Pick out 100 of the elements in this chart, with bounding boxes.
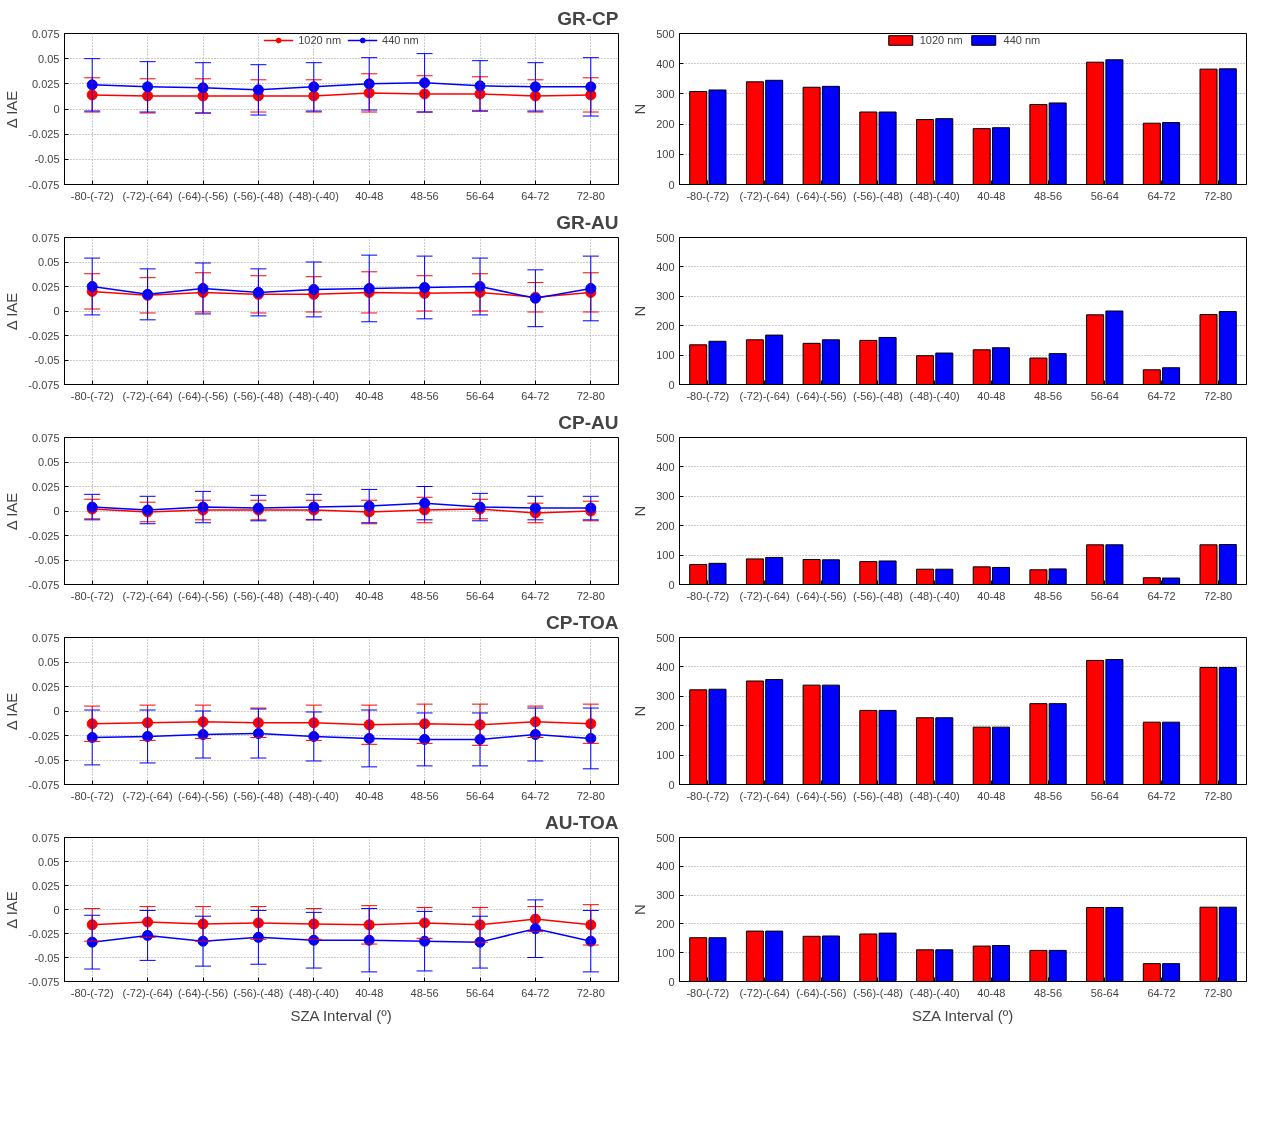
x-tick-label: 48-56 [410, 789, 439, 802]
x-tick-label: (-56)-(-48) [233, 389, 284, 402]
x-tick-label: 64-72 [1147, 986, 1176, 999]
x-tick-label: (-72)-(-64) [122, 389, 173, 402]
y-tick-label: 200 [656, 319, 675, 332]
y-tick-label: 0.075 [31, 831, 60, 844]
y-tick-label: 0.025 [31, 77, 60, 90]
x-tick-label: 40-48 [977, 589, 1006, 602]
x-tick-label: (-48)-(-40) [909, 589, 960, 602]
x-tick-label: (-72)-(-64) [739, 189, 790, 202]
y-tick-label: 0.075 [31, 431, 60, 444]
x-tick-label: 56-64 [465, 389, 495, 402]
x-tick-label: (-64)-(-56) [177, 189, 229, 202]
y-tick-label: 400 [656, 860, 675, 873]
chart-title: AU-TOA [544, 811, 619, 833]
x-tick-label: (-64)-(-56) [796, 589, 847, 602]
x-tick-label: 56-64 [1090, 389, 1119, 402]
x-tick-label: (-64)-(-56) [796, 389, 847, 402]
x-tick-label: (-72)-(-64) [122, 986, 173, 999]
y-tick-label: 200 [656, 519, 675, 532]
y-tick-label: 300 [656, 490, 675, 503]
y-tick-label: 300 [656, 889, 675, 902]
y-tick-label: -0.025 [28, 329, 60, 342]
x-tick-label: -80-(-72) [686, 789, 730, 802]
x-tick-label: 40-48 [355, 389, 384, 402]
x-tick-label: (-56)-(-48) [852, 589, 904, 602]
x-tick-label: 56-64 [1090, 789, 1119, 802]
y-tick-label: -0.025 [28, 729, 60, 742]
chart-title: GR-AU [556, 211, 619, 233]
x-tick-label: (-48)-(-40) [288, 389, 339, 402]
x-tick-label: 40-48 [355, 986, 384, 999]
y-tick-label: -0.075 [28, 578, 60, 591]
chart-title: CP-AU [558, 411, 619, 433]
y-tick-label: -0.025 [28, 927, 60, 940]
x-tick-label: 64-72 [521, 789, 550, 802]
y-tick-label: -0.075 [28, 975, 60, 988]
x-tick-label: 48-56 [1033, 189, 1063, 202]
y-tick-label: -0.05 [34, 153, 60, 166]
x-tick-label: (-64)-(-56) [796, 789, 847, 802]
x-tick-label: 72-80 [576, 789, 605, 802]
y-tick-label: -0.05 [34, 754, 60, 766]
x-tick-label: 40-48 [355, 189, 384, 202]
x-tick-label: -80-(-72) [686, 189, 730, 202]
x-tick-label: 48-56 [410, 189, 439, 202]
x-tick-label: (-72)-(-64) [739, 789, 790, 802]
y-axis-title: N [631, 305, 649, 317]
legend-label: 440 nm [1003, 34, 1041, 46]
y-axis-title: Δ IAE [3, 692, 21, 731]
x-tick-label: 40-48 [355, 789, 384, 802]
x-tick-label: (-72)-(-64) [739, 986, 790, 999]
legend-label: 1020 nm [919, 34, 963, 46]
y-tick-label: 0.075 [31, 27, 60, 40]
x-tick-label: (-56)-(-48) [852, 789, 904, 802]
x-tick-label: 64-72 [1147, 189, 1176, 202]
x-tick-label: 40-48 [977, 789, 1006, 802]
x-tick-label: 56-64 [465, 189, 495, 202]
x-tick-label: 40-48 [977, 389, 1006, 402]
x-tick-label: (-56)-(-48) [852, 986, 904, 999]
y-tick-label: 300 [656, 290, 675, 303]
y-tick-label: 0.05 [38, 52, 60, 65]
x-tick-label: (-64)-(-56) [177, 389, 229, 402]
y-tick-label: 0 [668, 778, 675, 791]
x-tick-label: (-64)-(-56) [796, 986, 847, 999]
x-tick-label: (-64)-(-56) [177, 986, 229, 999]
x-tick-label: (-72)-(-64) [739, 389, 790, 402]
y-tick-label: -0.05 [34, 951, 60, 964]
y-tick-label: 500 [656, 831, 675, 844]
y-tick-label: 300 [656, 690, 675, 703]
x-tick-label: (-64)-(-56) [177, 789, 229, 802]
x-tick-label: 48-56 [410, 986, 439, 999]
y-tick-label: 400 [656, 460, 675, 473]
x-tick-label: 64-72 [521, 986, 550, 999]
x-tick-label: (-48)-(-40) [909, 789, 960, 802]
y-tick-label: 0 [53, 305, 60, 317]
y-tick-label: 0 [53, 705, 60, 717]
x-tick-label: 64-72 [1147, 589, 1176, 602]
y-tick-label: 500 [656, 27, 675, 40]
y-tick-label: 300 [656, 87, 675, 100]
x-tick-label: (-48)-(-40) [288, 189, 339, 202]
y-tick-label: 0.025 [31, 879, 60, 892]
y-axis-title: Δ IAE [3, 492, 21, 531]
chart-title: CP-TOA [546, 611, 619, 633]
y-tick-label: 0.025 [31, 280, 60, 293]
x-tick-label: 64-72 [1147, 389, 1176, 402]
y-tick-label: 500 [656, 231, 675, 244]
y-axis-title: N [631, 904, 649, 915]
y-tick-label: -0.025 [28, 529, 60, 542]
x-tick-label: (-56)-(-48) [852, 389, 904, 402]
y-tick-label: 400 [656, 660, 675, 673]
x-tick-label: 64-72 [521, 189, 550, 202]
y-tick-label: 0.05 [38, 256, 60, 268]
x-tick-label: 56-64 [465, 589, 495, 602]
y-tick-label: 400 [656, 57, 675, 70]
x-tick-label: 64-72 [521, 389, 550, 402]
x-tick-label: 56-64 [465, 789, 495, 802]
x-tick-label: (-48)-(-40) [288, 789, 339, 802]
y-axis-title: Δ IAE [3, 90, 21, 129]
x-tick-label: -80-(-72) [70, 389, 114, 402]
x-tick-label: 48-56 [1033, 589, 1063, 602]
x-tick-label: (-64)-(-56) [177, 589, 229, 602]
